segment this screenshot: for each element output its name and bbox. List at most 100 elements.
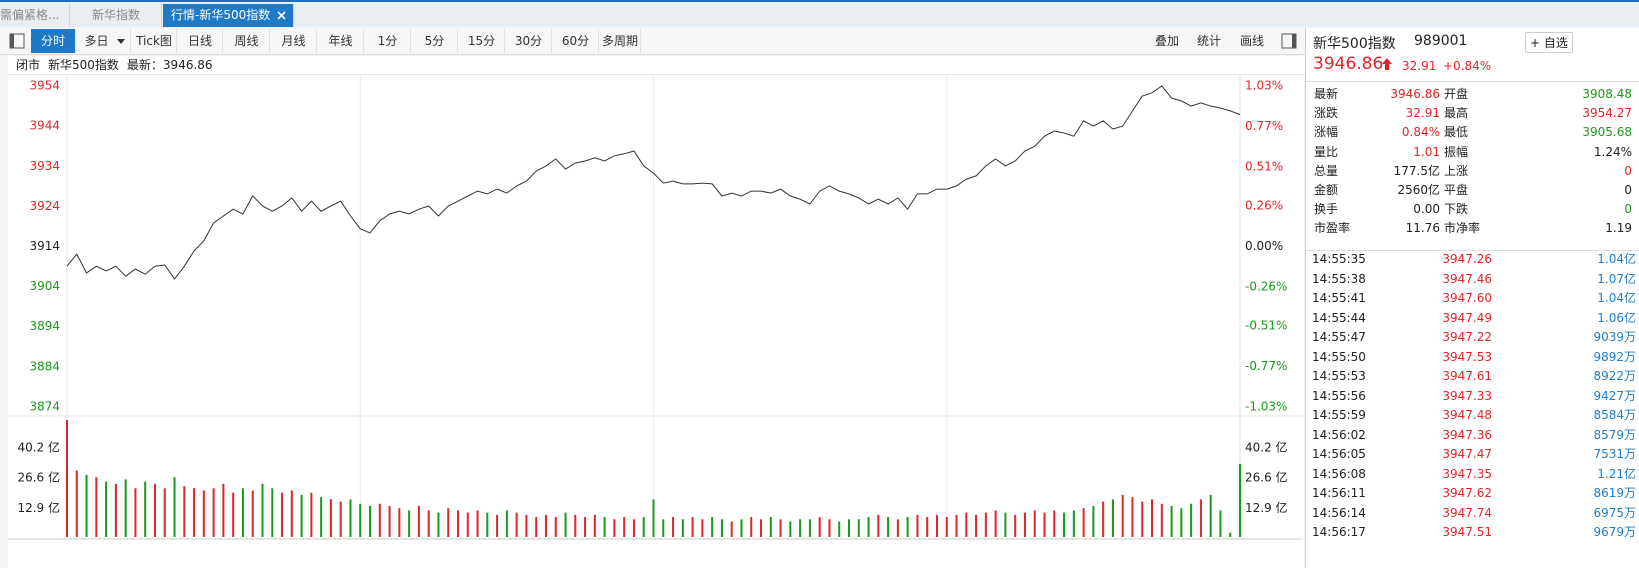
- trade-time: 14:56:05: [1312, 447, 1366, 461]
- toolbar-button[interactable]: 周线: [224, 29, 270, 53]
- volume-bar: [945, 517, 948, 537]
- side-toggle-icon[interactable]: [1281, 33, 1297, 49]
- quote-value: 3905.68: [1582, 125, 1632, 140]
- toolbar-button[interactable]: Tick图: [132, 29, 177, 53]
- volume-bar: [760, 519, 763, 537]
- quote-value: 1.01: [1413, 144, 1440, 159]
- trade-row: 14:56:17 3947.51 9679万: [1312, 523, 1638, 542]
- y-tick-label: 3954: [29, 79, 60, 93]
- toolbar-button[interactable]: 统计: [1196, 34, 1221, 48]
- volume-bar: [1111, 499, 1114, 537]
- quote-label: 涨跌: [1314, 106, 1339, 121]
- trade-row: 14:55:35 3947.26 1.04亿: [1312, 250, 1638, 269]
- y-tick-label: 3904: [29, 279, 60, 293]
- volume-bar: [212, 488, 215, 537]
- toolbar-button[interactable]: 日线: [178, 29, 223, 53]
- quote-label: 振幅: [1444, 144, 1469, 159]
- tab[interactable]: 需偏紧格...: [0, 4, 70, 27]
- add-watchlist-button[interactable]: + 自选: [1525, 32, 1573, 53]
- volume-bar: [867, 517, 870, 537]
- quote-value: 0: [1624, 183, 1632, 197]
- tab[interactable]: 新华指数: [84, 4, 162, 27]
- toolbar-button[interactable]: 多周期: [600, 29, 641, 53]
- chart: 3874 3884 3894 3904 3914 3924 3934 3944 3954 -1.0…: [8, 75, 1304, 568]
- quote-value: 1.19: [1605, 221, 1632, 236]
- quote-value: 1.24%: [1593, 144, 1632, 159]
- volume-bar: [329, 499, 332, 537]
- toolbar-button[interactable]: 分时: [31, 29, 76, 53]
- volume-bar: [447, 508, 450, 537]
- trade-volume: 8584万: [1593, 408, 1636, 422]
- trade-volume: 1.04亿: [1597, 252, 1636, 266]
- y-tick-label: 3944: [29, 119, 60, 133]
- toolbar-button[interactable]: 叠加: [1154, 34, 1179, 48]
- quote-row: 换手 0.00 下跌 0: [1314, 200, 1636, 219]
- status-line: 闭市 新华500指数 最新：3946.86: [8, 56, 1305, 75]
- quote-label: 上涨: [1444, 163, 1469, 178]
- quote-value: 2560亿: [1397, 183, 1440, 197]
- price-line: [66, 85, 1241, 280]
- volume-bar: [1043, 512, 1046, 537]
- volume-bar: [105, 481, 108, 537]
- volume-bar: [66, 419, 68, 537]
- trade-price: 3947.60: [1442, 291, 1492, 305]
- volume-bar: [613, 519, 616, 537]
- trade-row: 14:56:08 3947.35 1.21亿: [1312, 465, 1638, 484]
- volume-bar: [85, 474, 88, 537]
- volume-bar: [1053, 510, 1056, 537]
- volume-bar: [975, 514, 978, 537]
- toolbar-button[interactable]: 年线: [318, 29, 364, 53]
- volume-bar: [1160, 503, 1163, 537]
- volume-bar: [378, 503, 381, 537]
- trade-row: 14:55:47 3947.22 9039万: [1312, 328, 1638, 347]
- volume-bar: [183, 486, 186, 537]
- toolbar-button[interactable]: 30分: [506, 29, 552, 53]
- quote-row: 金额 2560亿 平盘 0: [1314, 181, 1636, 200]
- volume-bar: [1209, 494, 1212, 537]
- quote-value: 0.00: [1413, 202, 1440, 217]
- volume-bar: [515, 512, 518, 537]
- toolbar-button[interactable]: 15分: [459, 29, 505, 53]
- y2-tick-label: 0.26%: [1245, 198, 1283, 212]
- toolbar-button[interactable]: 月线: [271, 29, 317, 53]
- volume-bar: [1072, 510, 1075, 537]
- quote-row: 最新 3946.86 开盘 3908.48: [1314, 85, 1636, 104]
- trade-row: 14:55:59 3947.48 8584万: [1312, 406, 1638, 425]
- trade-time: 14:55:44: [1312, 310, 1366, 325]
- volume-bar: [1014, 514, 1017, 537]
- volume-bar: [730, 521, 733, 537]
- toolbar-button[interactable]: 多日: [77, 29, 131, 53]
- up-arrow-icon: [1382, 58, 1392, 70]
- tab[interactable]: 行情-新华500指数: [163, 4, 294, 27]
- volume-bar: [799, 519, 802, 537]
- trade-time: 14:55:38: [1312, 271, 1366, 286]
- toolbar-button[interactable]: 5分: [412, 29, 458, 53]
- volume-bar: [720, 519, 723, 537]
- quote-label: 下跌: [1444, 202, 1469, 217]
- quote-change: 32.91: [1402, 59, 1437, 73]
- volume-bar: [818, 517, 821, 537]
- quote-label: 总量: [1314, 163, 1339, 178]
- toolbar-button[interactable]: 1分: [365, 29, 411, 53]
- trade-time: 14:56:17: [1312, 525, 1366, 539]
- volume-bar: [848, 519, 850, 537]
- trade-row: 14:56:02 3947.36 8579万: [1312, 426, 1638, 445]
- volume-bar: [261, 483, 264, 537]
- panel-toggle-icon[interactable]: [9, 33, 25, 49]
- volume-bar: [1170, 505, 1173, 537]
- volume-bar: [1004, 512, 1007, 537]
- toolbar-button[interactable]: 画线: [1239, 34, 1264, 48]
- close-icon[interactable]: [277, 11, 286, 20]
- volume-bar: [935, 514, 938, 537]
- trade-volume: 6975万: [1593, 505, 1636, 520]
- volume-bar: [153, 483, 156, 537]
- trade-time: 14:55:47: [1312, 330, 1366, 344]
- trade-row: 14:55:53 3947.61 8922万: [1312, 367, 1638, 386]
- volume-bar: [222, 483, 225, 537]
- trade-volume: 9039万: [1593, 330, 1636, 344]
- volume-bar: [417, 505, 420, 537]
- volume-bar: [877, 514, 880, 537]
- quote-label: 量比: [1314, 144, 1339, 159]
- toolbar-button[interactable]: 60分: [553, 29, 599, 53]
- quote-row: 涨跌 32.91 最高 3954.27: [1314, 104, 1636, 123]
